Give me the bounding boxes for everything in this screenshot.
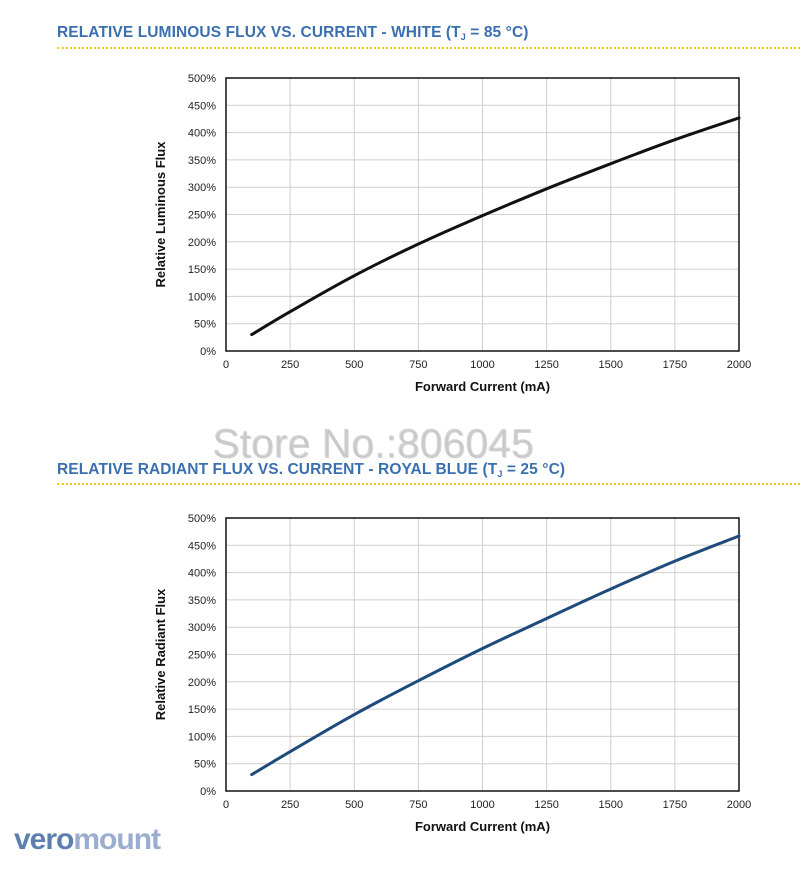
x-tick-label: 1250 <box>534 359 558 371</box>
y-tick-label: 0% <box>200 786 216 798</box>
y-tick-label: 350% <box>188 155 216 167</box>
y-tick-label: 300% <box>188 182 216 194</box>
y-tick-label: 250% <box>188 650 216 662</box>
chart2-title: RELATIVE RADIANT FLUX VS. CURRENT - ROYA… <box>57 461 566 479</box>
x-tick-label: 250 <box>281 799 299 811</box>
series-line <box>250 534 741 777</box>
y-tick-label: 450% <box>188 100 216 112</box>
chart1-title: RELATIVE LUMINOUS FLUX VS. CURRENT - WHI… <box>57 24 529 42</box>
chart1-divider <box>57 47 800 49</box>
x-tick-label: 250 <box>281 359 299 371</box>
store-watermark: Store No.:806045 <box>212 420 534 466</box>
x-tick-label: 0 <box>223 799 229 811</box>
y-tick-label: 500% <box>188 73 216 85</box>
x-tick-label: 0 <box>223 359 229 371</box>
x-tick-label: 500 <box>345 799 363 811</box>
x-tick-label: 750 <box>409 799 427 811</box>
y-tick-label: 50% <box>194 319 216 331</box>
series-line <box>250 116 741 337</box>
plot-frame <box>225 77 740 352</box>
y-tick-label: 0% <box>200 346 216 358</box>
y-tick-label: 200% <box>188 677 216 689</box>
luminous-flux-chart: 0 250 500 750 1000 1250 1500 1750 2000 0% 50% 100% 1… <box>153 73 751 394</box>
plot-frame <box>225 517 740 792</box>
x-tick-label: 500 <box>345 359 363 371</box>
y-axis-label: Relative Luminous Flux <box>153 141 168 288</box>
y-tick-label: 450% <box>188 540 216 552</box>
y-tick-label: 400% <box>188 568 216 580</box>
x-axis-label: Forward Current (mA) <box>415 379 550 394</box>
x-tick-label: 750 <box>409 359 427 371</box>
veromount-logo: veromount <box>14 823 161 856</box>
y-tick-label: 350% <box>188 595 216 607</box>
y-tick-label: 150% <box>188 264 216 276</box>
y-tick-label: 50% <box>194 759 216 771</box>
x-tick-label: 1000 <box>470 359 494 371</box>
y-tick-label: 500% <box>188 513 216 525</box>
y-tick-label: 150% <box>188 704 216 716</box>
x-tick-label: 1750 <box>663 799 687 811</box>
radiant-flux-chart: 0 250 500 750 1000 1250 1500 1750 2000 0% 50% 100% 1… <box>153 513 751 834</box>
y-tick-label: 250% <box>188 210 216 222</box>
chart2-divider <box>57 483 800 485</box>
x-tick-label: 1750 <box>663 359 687 371</box>
y-tick-label: 100% <box>188 291 216 303</box>
x-tick-label: 2000 <box>727 359 751 371</box>
y-tick-label: 200% <box>188 237 216 249</box>
y-axis-label: Relative Radiant Flux <box>153 588 168 720</box>
x-tick-label: 1250 <box>534 799 558 811</box>
x-tick-label: 1000 <box>470 799 494 811</box>
x-tick-label: 1500 <box>599 359 623 371</box>
x-tick-label: 2000 <box>727 799 751 811</box>
y-tick-label: 100% <box>188 731 216 743</box>
y-tick-label: 400% <box>188 128 216 140</box>
x-axis-label: Forward Current (mA) <box>415 819 550 834</box>
y-tick-label: 300% <box>188 622 216 634</box>
x-tick-label: 1500 <box>599 799 623 811</box>
